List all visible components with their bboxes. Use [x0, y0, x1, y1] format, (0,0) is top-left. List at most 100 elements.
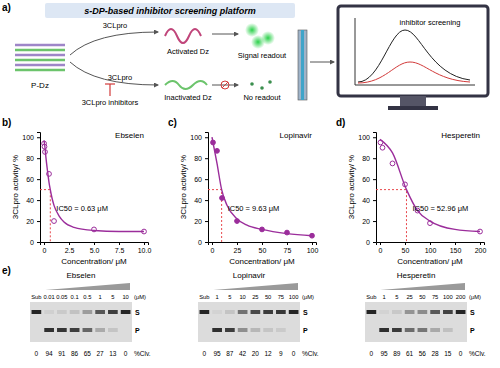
y-axis-tick-label: 0 — [30, 239, 34, 246]
band-substrate — [108, 310, 118, 314]
band-substrate — [238, 310, 248, 314]
capillary — [298, 30, 307, 100]
y-axis-tick: 100 — [358, 134, 376, 141]
y-axis-tick-mark — [37, 179, 40, 180]
y-axis-tick-label: 60 — [26, 176, 34, 183]
band-product — [70, 328, 80, 332]
x-axis-title: Concentration/ μM — [61, 257, 127, 266]
lane-label: 75 — [432, 294, 438, 300]
y-axis-tick-label: 0 — [366, 239, 370, 246]
x-axis-tick-mark — [94, 242, 95, 245]
x-axis-tick-mark — [44, 242, 45, 245]
lane-label: 1 — [99, 294, 102, 300]
inactive-dz — [165, 81, 207, 89]
y-axis-tick-mark — [205, 242, 208, 243]
plot-area — [40, 140, 146, 242]
ic50-label: IC50 = 9.63 μM — [228, 204, 280, 213]
y-axis-tick-label: 60 — [362, 176, 370, 183]
y-axis: 0 20 40 60 80 100 — [358, 133, 376, 246]
x-axis-tick-label: 50 — [259, 247, 267, 254]
signal-glow — [245, 23, 259, 37]
probe-strand — [15, 64, 65, 67]
x-axis-title: Concentration/ μM — [397, 257, 463, 266]
band-substrate — [225, 310, 235, 314]
y-axis-tick-mark — [37, 158, 40, 159]
y-axis-tick-label: 80 — [362, 155, 370, 162]
y-axis-tick: 100 — [190, 134, 208, 141]
lane-label: 100 — [289, 294, 299, 300]
inhibitor-label: 3CLpro inhibitors — [82, 98, 139, 107]
band-product — [238, 328, 248, 332]
arrow — [212, 34, 238, 35]
lane-label: 0.01 — [43, 294, 54, 300]
probe-label: P-Dz — [31, 81, 49, 90]
clv-label: 95 — [214, 350, 222, 357]
lane-label: 10 — [122, 294, 128, 300]
lane-label: 5 — [111, 294, 114, 300]
x-axis-tick-label: 0 — [211, 247, 215, 254]
active-label: Activated Dz — [167, 47, 209, 56]
x-axis: 02.55.07.510.0 — [41, 242, 152, 254]
unit-label: (μM) — [134, 294, 146, 300]
y-axis-tick: 40 — [362, 197, 376, 204]
ic50-label: IC50 = 52.96 μM — [412, 204, 468, 213]
x-axis-tick-label: 2.5 — [65, 247, 75, 254]
y-axis-tick-label: 60 — [194, 176, 202, 183]
band-product — [108, 328, 118, 332]
monitor-curve — [358, 30, 470, 82]
x-axis-tick: 25 — [234, 242, 242, 254]
y-axis-tick: 20 — [362, 218, 376, 225]
y-axis-tick-label: 40 — [194, 197, 202, 204]
x-axis-line — [41, 243, 149, 246]
x-axis-tick: 0 — [379, 242, 383, 254]
y-axis-line — [205, 133, 209, 243]
y-axis-line — [37, 133, 41, 243]
dark-dot — [250, 82, 254, 86]
dark-dot — [260, 86, 264, 90]
clv-label: 65 — [84, 350, 92, 357]
monitor-label: inhibitor screening — [400, 18, 461, 27]
gel-panel: LopinavirSub1510255075100(μM)09587422012… — [198, 271, 319, 357]
clv-label: 13 — [109, 350, 117, 357]
y-axis-tick: 80 — [26, 155, 40, 162]
title-box — [45, 3, 295, 18]
band-substrate — [405, 310, 415, 314]
lane-label: 5 — [395, 294, 398, 300]
band-substrate — [379, 310, 389, 314]
clv-title: %Clv. — [134, 350, 151, 357]
y-axis-tick: 20 — [26, 218, 40, 225]
band-substrate — [367, 310, 377, 314]
no-signal-label: No readout — [243, 93, 281, 102]
x-axis-tick: 50 — [259, 242, 267, 254]
x-axis-tick-label: 200 — [475, 247, 487, 254]
lane-label: Sub — [366, 294, 376, 300]
y-axis-tick-mark — [37, 137, 40, 138]
band-substrate — [289, 310, 299, 314]
band-substrate — [95, 310, 105, 314]
clv-label: 61 — [406, 350, 414, 357]
y-axis-tick-label: 20 — [194, 218, 202, 225]
y-axis-tick: 40 — [194, 197, 208, 204]
gel-panel: EbselenSub0.010.050.10.51510(μM)09491866… — [30, 271, 151, 357]
band-label: P — [135, 327, 140, 334]
gel-panel: HesperetinSub15255075100200(μM)095896156… — [365, 271, 486, 357]
monitor-curve — [358, 62, 470, 83]
clv-title: %Clv. — [302, 350, 319, 357]
x-axis-tick-mark — [237, 242, 238, 245]
panel-label: d) — [336, 117, 345, 128]
y-axis-tick-mark — [205, 137, 208, 138]
clv-label: 86 — [71, 350, 79, 357]
chart: 0255075100020406080100Concentration/ μM3… — [179, 131, 318, 266]
x-axis-tick: 100 — [425, 242, 437, 254]
band-substrate — [212, 310, 222, 314]
gel-title: Hesperetin — [397, 271, 436, 280]
y-axis-tick-mark — [373, 137, 376, 138]
arrow — [310, 62, 334, 63]
lane-label: 200 — [456, 294, 466, 300]
y-axis-tick: 0 — [198, 239, 208, 246]
y-axis-tick-mark — [205, 221, 208, 222]
lane-label: 0.5 — [83, 294, 91, 300]
y-axis-tick-label: 100 — [190, 134, 202, 141]
chart-title: Hesperetin — [441, 131, 480, 140]
monitor-stand — [400, 96, 426, 106]
